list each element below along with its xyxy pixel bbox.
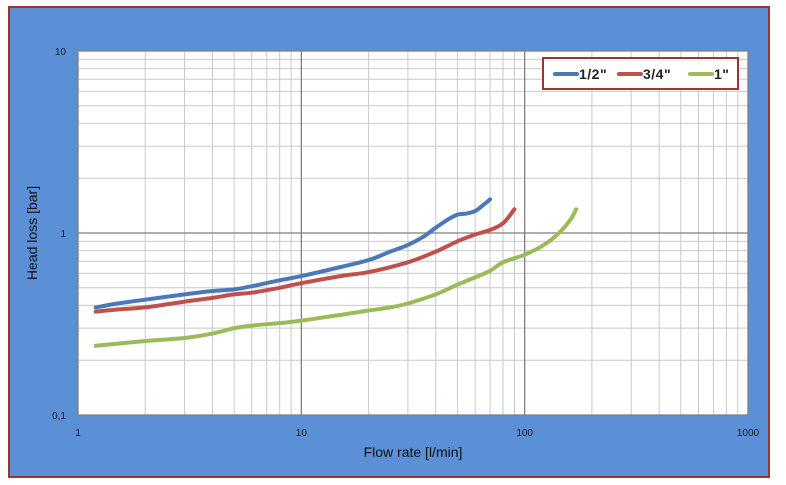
legend-label-1: 3/4": [643, 66, 671, 82]
series-line-2: [93, 207, 579, 348]
y-tick-label: 1: [60, 229, 66, 240]
legend: 1/2" 3/4" 1": [542, 57, 739, 90]
legend-label-0: 1/2": [579, 66, 607, 82]
x-tick-label: 10: [296, 428, 308, 439]
series-line-0: [93, 197, 493, 310]
grid: [77, 50, 749, 416]
series-lines: [93, 197, 579, 348]
x-axis-title: Flow rate [l/min]: [364, 444, 463, 460]
series-line-1: [93, 207, 517, 314]
y-tick-label: 0,1: [52, 411, 66, 422]
y-axis-title: Head loss [bar]: [24, 186, 40, 280]
y-tick-label: 10: [55, 47, 67, 58]
legend-label-2: 1": [714, 66, 729, 82]
x-tick-label: 1: [75, 428, 81, 439]
x-tick-label: 100: [516, 428, 533, 439]
tick-labels: 1 10 100 1000 0,1 1 10: [52, 47, 759, 439]
x-tick-label: 1000: [737, 428, 760, 439]
